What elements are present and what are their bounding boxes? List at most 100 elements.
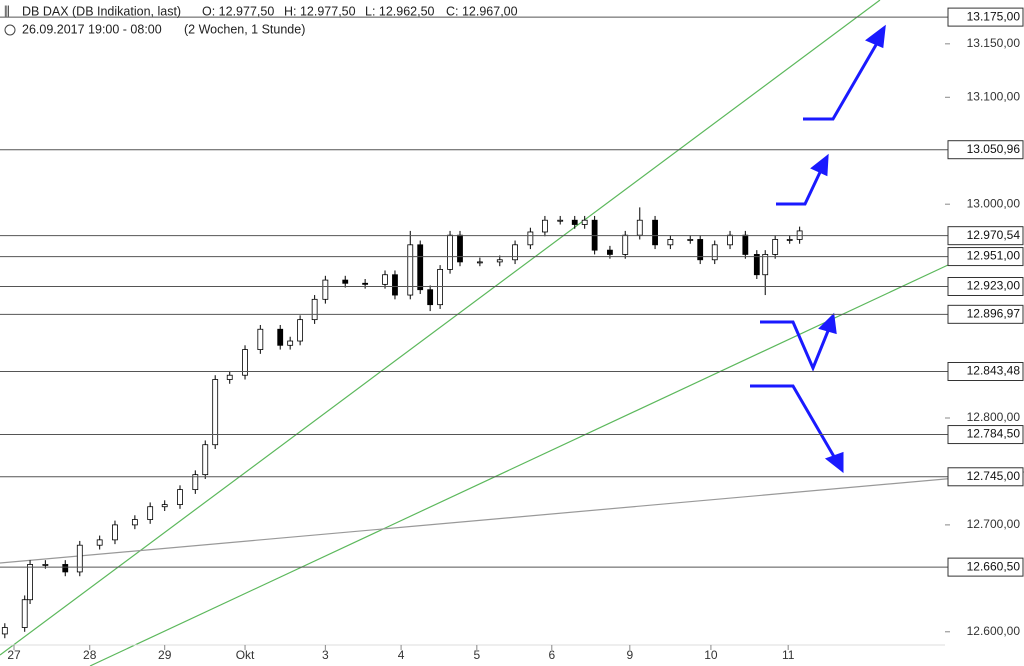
candle-body xyxy=(753,254,760,276)
arrow xyxy=(750,384,838,461)
candle-body xyxy=(392,274,398,296)
level-box xyxy=(947,226,1024,246)
x-tick-label: 6 xyxy=(548,648,555,662)
level-box xyxy=(947,362,1024,382)
arrow xyxy=(776,167,824,206)
subtitle: 26.09.2017 19:00 - 08:00 xyxy=(22,22,162,36)
x-tick-label: 27 xyxy=(7,648,21,662)
level-label: 12.660,50 xyxy=(967,559,1021,573)
candle-body xyxy=(437,268,444,306)
candle-body xyxy=(622,234,629,255)
x-tick-label: 4 xyxy=(398,648,405,662)
candle-body xyxy=(96,539,103,546)
y-tick-label: 12.800,00 xyxy=(967,410,1021,424)
candle-body xyxy=(362,282,369,285)
candle-body xyxy=(342,279,349,284)
candle-body xyxy=(112,524,118,541)
level-box xyxy=(947,276,1024,296)
x-tick-label: 10 xyxy=(704,648,718,662)
ohlc-label: C: 12.967,00 xyxy=(446,4,518,18)
candle-body xyxy=(242,349,248,376)
candle-body xyxy=(727,234,733,246)
candle-body xyxy=(212,379,219,446)
level-box xyxy=(947,247,1024,267)
trend-line xyxy=(89,264,949,666)
x-tick-label: 29 xyxy=(158,648,172,662)
candle-body xyxy=(1,627,8,635)
candle-body xyxy=(772,239,779,255)
arrow-head xyxy=(818,312,837,335)
level-box xyxy=(947,425,1024,445)
arrow xyxy=(760,320,832,372)
level-label: 12.896,97 xyxy=(967,306,1021,320)
candle-body xyxy=(512,244,518,261)
level-box xyxy=(947,7,1024,27)
candle-body xyxy=(447,234,453,270)
level-box xyxy=(947,140,1024,160)
candle-body xyxy=(27,564,33,601)
x-tick-label: 11 xyxy=(782,648,795,662)
trend-line xyxy=(0,471,1024,564)
candle-body xyxy=(382,274,388,285)
level-label: 13.175,00 xyxy=(967,9,1021,23)
trend-line xyxy=(0,0,881,656)
candle-body xyxy=(607,249,613,255)
candle-body xyxy=(287,340,294,346)
candle-body xyxy=(21,599,28,628)
y-tick-label: 13.150,00 xyxy=(967,36,1021,50)
level-label: 12.745,00 xyxy=(967,469,1021,483)
candle-body xyxy=(742,234,749,255)
level-label: 12.843,48 xyxy=(967,364,1021,378)
candle-body xyxy=(202,444,209,476)
arrow-head xyxy=(865,24,886,49)
candle-body xyxy=(427,289,434,306)
candle-body xyxy=(542,219,548,233)
level-box xyxy=(947,557,1024,577)
candle-body xyxy=(192,474,199,491)
level-box xyxy=(947,304,1024,324)
candle-body xyxy=(161,504,168,508)
arrow xyxy=(803,37,882,121)
candle-body xyxy=(527,231,534,246)
clock-icon xyxy=(4,24,16,36)
x-tick-label: 3 xyxy=(322,648,329,662)
candle-body xyxy=(571,219,578,225)
y-tick-label: 13.000,00 xyxy=(967,196,1021,210)
x-tick-label: 28 xyxy=(83,648,97,662)
candle-body xyxy=(457,234,463,263)
candle-body xyxy=(687,239,694,241)
level-label: 12.923,00 xyxy=(967,279,1021,293)
candle-body xyxy=(476,261,483,264)
arrow-head xyxy=(824,451,844,474)
candle-body xyxy=(667,239,674,246)
candle-body xyxy=(277,328,284,346)
candle-body xyxy=(557,219,564,222)
candle-body xyxy=(147,506,154,520)
candle-body xyxy=(762,254,769,276)
arrow-head xyxy=(810,153,829,177)
candle-body xyxy=(42,564,49,566)
y-tick-label: 12.700,00 xyxy=(967,517,1021,531)
candle-body xyxy=(131,519,138,526)
candle-body xyxy=(226,374,233,380)
candle-body xyxy=(297,319,304,342)
x-tick-label: 9 xyxy=(626,648,633,662)
candle-body xyxy=(581,219,588,225)
candle-body xyxy=(786,239,793,241)
x-tick-label: Okt xyxy=(236,648,255,662)
level-label: 12.970,54 xyxy=(967,228,1021,242)
candle-body xyxy=(496,259,503,263)
level-label: 12.951,00 xyxy=(967,249,1021,263)
candle-body xyxy=(697,239,704,261)
candle-body xyxy=(711,244,718,261)
candle-body xyxy=(407,244,414,296)
candle-body xyxy=(177,489,183,505)
ohlc-label: O: 12.977,50 xyxy=(202,4,274,18)
candle-body xyxy=(62,564,69,573)
x-tick-label: 5 xyxy=(473,648,480,662)
candle-body xyxy=(322,279,329,300)
candle-body xyxy=(311,298,318,321)
period: (2 Wochen, 1 Stunde) xyxy=(184,22,305,36)
plot xyxy=(0,43,950,650)
